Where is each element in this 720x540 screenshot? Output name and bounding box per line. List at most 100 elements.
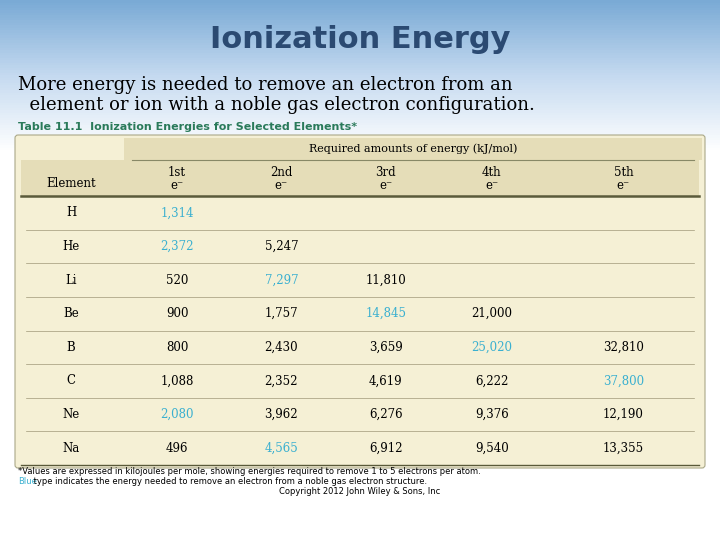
Bar [0,50,720,52]
FancyBboxPatch shape [15,135,705,468]
Text: 12,190: 12,190 [603,408,644,421]
Text: 7,297: 7,297 [264,274,298,287]
Bar [0,32,720,35]
Bar [0,43,720,45]
Bar [0,143,720,145]
Text: More energy is needed to remove an electron from an: More energy is needed to remove an elect… [18,76,513,94]
Text: 3,659: 3,659 [369,341,402,354]
Text: e⁻: e⁻ [485,179,498,192]
Text: Required amounts of energy (kJ/mol): Required amounts of energy (kJ/mol) [309,144,517,154]
Bar [0,125,720,127]
Bar [0,65,720,68]
Bar [0,37,720,40]
Bar [0,78,720,80]
Text: 32,810: 32,810 [603,341,644,354]
Text: 13,355: 13,355 [603,442,644,455]
Text: 900: 900 [166,307,189,320]
Bar [0,98,720,100]
Bar [0,75,720,78]
Text: 1,088: 1,088 [161,374,194,387]
Text: Ne: Ne [63,408,80,421]
Bar [0,85,720,87]
Bar [0,100,720,103]
Bar [0,105,720,107]
Text: 5th: 5th [613,166,633,179]
Text: B: B [67,341,76,354]
Bar [0,110,720,112]
Bar [0,17,720,20]
Bar [0,68,720,70]
Text: 2,352: 2,352 [264,374,298,387]
Bar [0,140,720,143]
Text: 2,430: 2,430 [264,341,298,354]
Bar [0,138,720,140]
Text: 1st: 1st [168,166,186,179]
Text: 6,276: 6,276 [369,408,402,421]
Bar [0,10,720,12]
Bar [0,112,720,115]
Bar [0,63,720,65]
Text: 2,372: 2,372 [161,240,194,253]
Bar [0,45,720,48]
Bar [0,80,720,83]
Bar [0,132,720,135]
Bar [21,160,699,196]
Bar [0,25,720,28]
Bar [0,23,720,25]
Text: C: C [66,374,76,387]
Text: Element: Element [46,177,96,190]
Text: Be: Be [63,307,79,320]
Text: 21,000: 21,000 [471,307,512,320]
Bar [0,0,720,3]
Bar [0,30,720,32]
Bar [0,35,720,37]
Text: 2nd: 2nd [270,166,292,179]
Text: 1,757: 1,757 [264,307,298,320]
Bar [124,138,702,160]
Text: Table 11.1  Ionization Energies for Selected Elements*: Table 11.1 Ionization Energies for Selec… [18,122,357,132]
Text: 800: 800 [166,341,188,354]
Bar [0,55,720,57]
Bar [0,60,720,63]
Bar [0,147,720,150]
Bar [0,57,720,60]
Bar [0,12,720,15]
Text: Na: Na [63,442,80,455]
Text: 11,810: 11,810 [365,274,406,287]
Text: 4,619: 4,619 [369,374,402,387]
Text: e⁻: e⁻ [617,179,630,192]
Bar [0,15,720,17]
Text: e⁻: e⁻ [171,179,184,192]
Text: 520: 520 [166,274,188,287]
Text: 5,247: 5,247 [264,240,298,253]
Bar [0,72,720,75]
Text: 9,540: 9,540 [474,442,508,455]
Bar [0,92,720,95]
Bar [0,135,720,138]
Bar [0,107,720,110]
Text: 37,800: 37,800 [603,374,644,387]
Bar [0,115,720,118]
Text: 9,376: 9,376 [474,408,508,421]
Bar [0,103,720,105]
Text: H: H [66,206,76,219]
Text: Copyright 2012 John Wiley & Sons, Inc: Copyright 2012 John Wiley & Sons, Inc [279,488,441,496]
Text: 3,962: 3,962 [264,408,298,421]
Bar [0,52,720,55]
Bar [0,83,720,85]
Text: 6,222: 6,222 [475,374,508,387]
Bar [0,120,720,123]
Bar [0,28,720,30]
Bar [0,5,720,8]
Text: e⁻: e⁻ [275,179,288,192]
Text: 2,080: 2,080 [161,408,194,421]
Bar [0,8,720,10]
Bar [0,95,720,98]
Text: 4th: 4th [482,166,502,179]
Text: element or ion with a noble gas electron configuration.: element or ion with a noble gas electron… [18,96,535,114]
Bar [0,118,720,120]
Bar [0,70,720,72]
Bar [0,145,720,147]
Text: 1,314: 1,314 [161,206,194,219]
Text: 6,912: 6,912 [369,442,402,455]
